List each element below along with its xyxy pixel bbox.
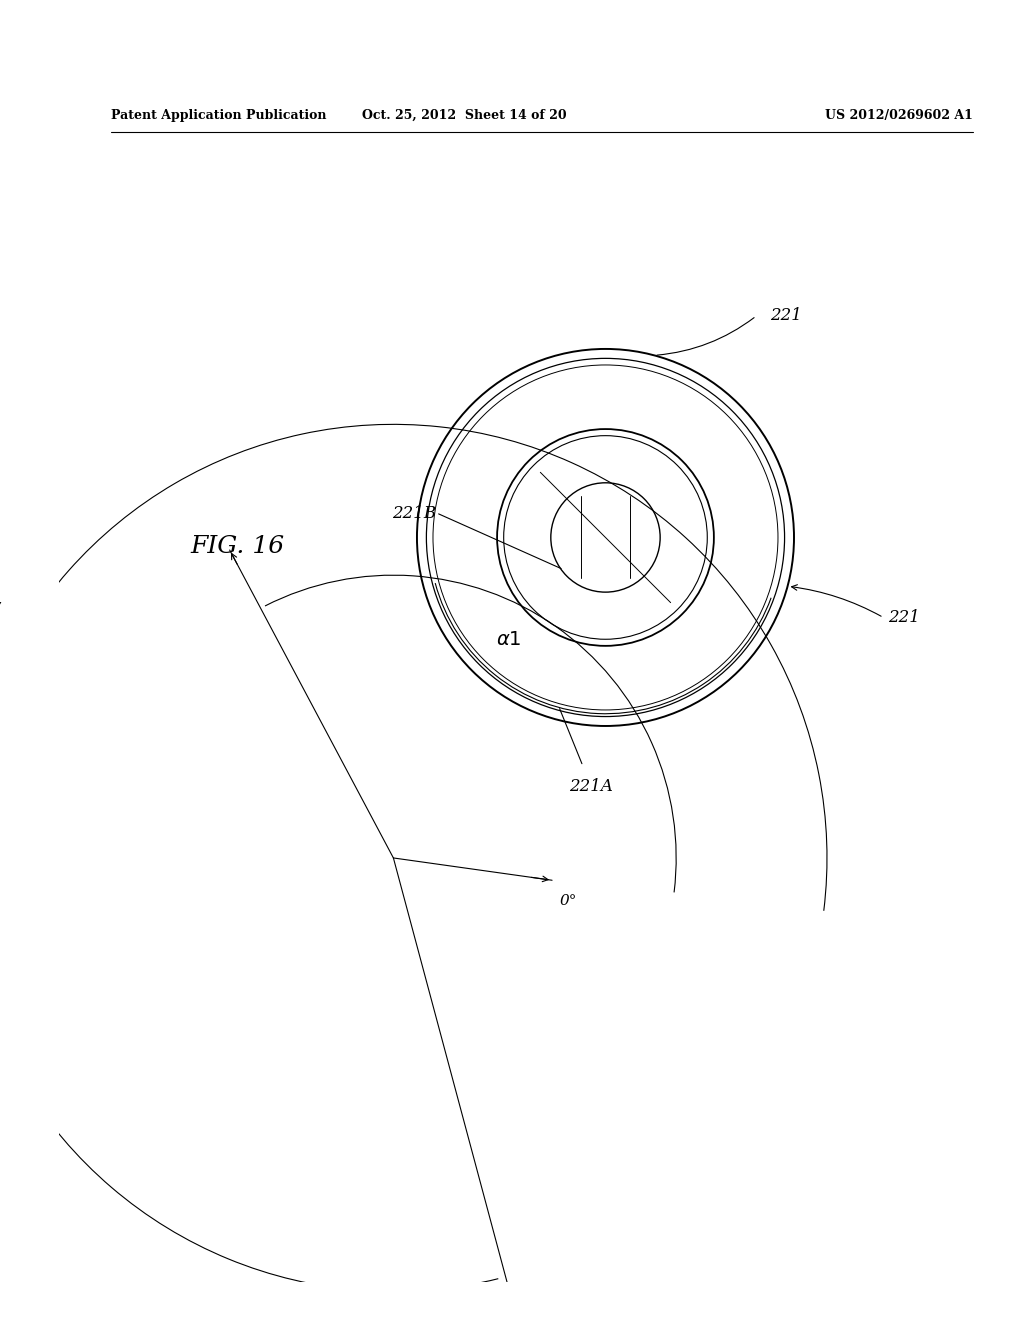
Text: Oct. 25, 2012  Sheet 14 of 20: Oct. 25, 2012 Sheet 14 of 20 [361,108,566,121]
Text: $\alpha 1$: $\alpha 1$ [497,631,522,649]
Text: 221A: 221A [569,777,613,795]
Text: US 2012/0269602 A1: US 2012/0269602 A1 [825,108,973,121]
Text: $\alpha$: $\alpha$ [0,597,2,619]
Text: Patent Application Publication: Patent Application Publication [111,108,326,121]
Text: 221: 221 [770,308,803,325]
Text: 221: 221 [888,609,921,626]
Text: FIG. 16: FIG. 16 [190,536,285,558]
Text: 0°: 0° [560,895,577,908]
Text: 221B: 221B [392,506,436,523]
